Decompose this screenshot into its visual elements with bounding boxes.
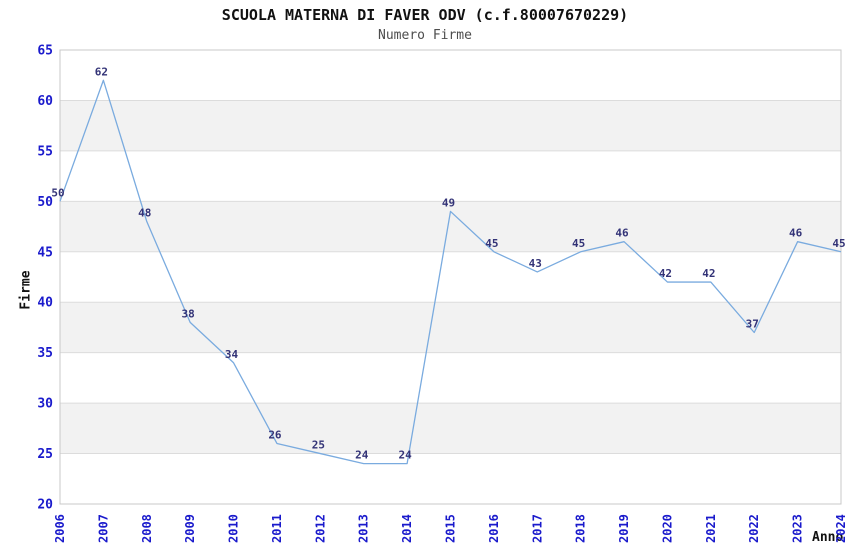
data-label: 45: [572, 237, 585, 250]
grid-band: [60, 403, 841, 454]
x-tick-label: 2015: [444, 514, 458, 543]
x-tick-label: 2021: [704, 514, 718, 543]
data-label: 34: [225, 348, 239, 361]
x-tick-label: 2007: [96, 514, 110, 543]
chart-title: SCUOLA MATERNA DI FAVER ODV (c.f.8000767…: [221, 6, 629, 24]
x-tick-label: 2023: [791, 514, 805, 543]
data-label: 42: [659, 267, 672, 280]
data-label: 62: [95, 65, 108, 78]
data-label: 26: [268, 428, 282, 441]
x-tick-label: 2010: [227, 514, 241, 543]
y-tick-label: 60: [37, 94, 53, 109]
grid-band: [60, 100, 841, 151]
x-tick-label: 2006: [53, 514, 67, 543]
series-line: [59, 79, 842, 465]
data-label: 37: [746, 317, 759, 330]
x-tick-label: 2016: [487, 514, 501, 543]
x-tick-label: 2017: [530, 514, 544, 543]
data-label: 25: [312, 439, 325, 452]
x-tick-label: 2020: [660, 514, 674, 543]
y-tick-label: 55: [37, 144, 53, 159]
y-tick-label: 20: [37, 498, 53, 513]
x-tick-label: 2013: [357, 514, 371, 543]
data-label: 46: [789, 227, 803, 240]
y-tick-label: 45: [37, 245, 53, 260]
y-tick-label: 25: [37, 447, 53, 462]
x-tick-label: 2019: [617, 514, 631, 543]
x-tick-label: 2011: [270, 514, 284, 543]
x-tick-label: 2009: [183, 514, 197, 543]
x-tick-label: 2014: [400, 514, 414, 543]
y-tick-label: 65: [37, 44, 53, 59]
data-label: 45: [832, 237, 845, 250]
grid-band: [60, 302, 841, 353]
y-tick-label: 50: [37, 195, 53, 210]
x-tick-label: 2012: [313, 514, 327, 543]
y-tick-label: 30: [37, 397, 53, 412]
plot-border: [59, 49, 842, 505]
y-tick-label: 40: [37, 296, 53, 311]
data-label: 24: [398, 449, 412, 462]
x-tick-label: 2008: [140, 514, 154, 543]
x-axis-title: Anno: [812, 530, 844, 545]
x-tick-label: 2018: [574, 514, 588, 543]
chart-subtitle: Numero Firme: [378, 28, 472, 43]
data-label: 24: [355, 449, 369, 462]
grid-band: [60, 201, 841, 252]
data-label: 45: [485, 237, 498, 250]
data-label: 46: [615, 227, 629, 240]
data-label: 49: [442, 196, 455, 209]
data-label: 48: [138, 207, 151, 220]
data-label: 42: [702, 267, 715, 280]
x-tick-label: 2024: [834, 514, 848, 543]
data-label: 43: [529, 257, 542, 270]
data-label: 38: [182, 307, 195, 320]
data-label: 50: [51, 186, 64, 199]
y-tick-label: 35: [37, 346, 53, 361]
x-tick-label: 2022: [747, 514, 761, 543]
